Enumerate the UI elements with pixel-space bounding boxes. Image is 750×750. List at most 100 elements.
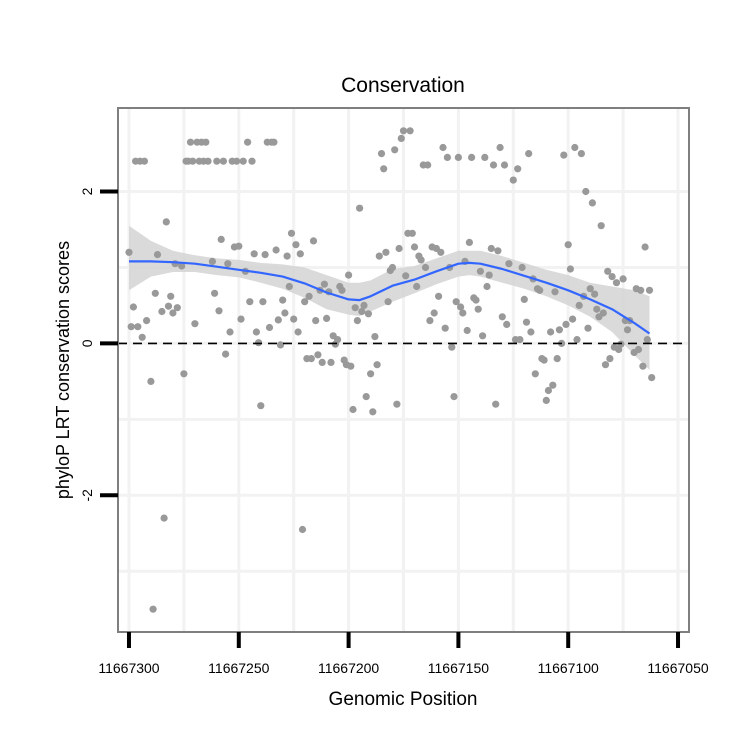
- data-point: [474, 305, 482, 313]
- data-point: [169, 309, 177, 317]
- x-tick-label: 11667300: [98, 660, 159, 676]
- data-point: [287, 229, 296, 237]
- data-point: [259, 298, 267, 306]
- data-point: [338, 286, 346, 294]
- data-point: [362, 393, 370, 401]
- x-tick-label: 11667250: [208, 660, 269, 676]
- data-point: [503, 320, 511, 328]
- data-point: [257, 402, 265, 410]
- data-points: [125, 127, 656, 613]
- data-point: [575, 301, 583, 309]
- data-point: [430, 309, 438, 317]
- data-point: [140, 157, 148, 165]
- data-point: [520, 295, 528, 303]
- data-point: [597, 222, 605, 230]
- data-point: [527, 328, 535, 336]
- data-point: [560, 151, 568, 159]
- data-point: [127, 323, 135, 331]
- data-point: [487, 244, 495, 253]
- y-axis-label: phyloP LRT conservation scores: [53, 241, 73, 499]
- data-point: [645, 286, 654, 294]
- data-point: [283, 252, 291, 260]
- data-point: [637, 286, 645, 294]
- smooth-trend-line: [129, 260, 651, 335]
- data-point: [542, 396, 550, 404]
- data-point: [553, 355, 561, 363]
- y-tick-label: 0: [79, 339, 95, 347]
- data-point: [160, 514, 168, 522]
- data-point: [573, 336, 581, 344]
- data-point: [281, 309, 289, 317]
- data-point: [364, 310, 372, 318]
- data-point: [153, 251, 162, 259]
- data-point: [250, 250, 258, 258]
- data-point: [226, 328, 234, 336]
- data-point: [612, 279, 621, 287]
- data-point: [290, 315, 298, 323]
- data-point: [345, 271, 353, 279]
- data-point: [459, 309, 467, 317]
- data-point: [399, 127, 408, 135]
- data-point: [599, 309, 607, 317]
- data-point: [465, 238, 473, 246]
- data-point: [382, 248, 390, 256]
- data-point: [320, 280, 328, 288]
- data-point: [265, 323, 274, 332]
- data-point: [279, 296, 287, 304]
- data-point: [305, 292, 313, 300]
- data-point: [494, 247, 502, 255]
- x-axis-label: Genomic Position: [329, 689, 478, 710]
- data-point: [505, 260, 513, 268]
- data-point: [180, 370, 188, 378]
- data-point: [463, 326, 471, 335]
- data-point: [443, 153, 451, 161]
- data-point: [272, 246, 280, 254]
- data-point: [292, 241, 300, 249]
- confidence-band: [129, 225, 650, 370]
- data-point: [138, 333, 146, 341]
- data-point: [498, 313, 506, 321]
- data-point: [189, 157, 197, 165]
- y-tick-label: 2: [79, 187, 95, 195]
- data-point: [408, 229, 416, 237]
- data-point: [639, 362, 647, 370]
- data-point: [388, 263, 397, 272]
- data-point: [606, 355, 614, 363]
- y-tick-label: -2: [79, 489, 95, 502]
- smooth-line-layer: [118, 260, 689, 345]
- data-point: [237, 315, 245, 323]
- data-point: [125, 248, 133, 256]
- data-point: [547, 328, 555, 336]
- data-point: [208, 257, 216, 265]
- data-point: [224, 260, 232, 268]
- x-axis: 11667300 11667250 11667200 11667150 11667100…: [98, 632, 709, 676]
- data-point: [604, 267, 612, 275]
- data-point: [441, 324, 449, 332]
- data-point: [516, 336, 524, 344]
- data-point: [239, 157, 247, 165]
- data-point: [276, 341, 285, 349]
- data-point: [244, 138, 252, 146]
- data-point: [222, 350, 230, 358]
- data-point: [421, 263, 430, 272]
- data-point: [468, 153, 476, 161]
- data-point: [246, 298, 254, 306]
- data-point: [509, 176, 517, 184]
- data-point: [395, 244, 403, 253]
- data-point: [215, 307, 223, 315]
- data-point: [619, 275, 627, 283]
- data-point: [377, 150, 386, 158]
- data-point: [301, 298, 309, 306]
- data-point: [402, 272, 410, 280]
- data-point: [373, 361, 381, 369]
- data-point: [562, 320, 570, 328]
- data-point: [439, 143, 447, 152]
- data-point: [634, 345, 643, 354]
- data-point: [162, 218, 170, 226]
- x-tick-label: 11667200: [318, 660, 379, 676]
- data-point: [204, 157, 212, 165]
- data-point: [608, 273, 616, 281]
- data-point: [151, 289, 159, 297]
- data-point: [296, 250, 304, 258]
- data-point: [410, 243, 419, 251]
